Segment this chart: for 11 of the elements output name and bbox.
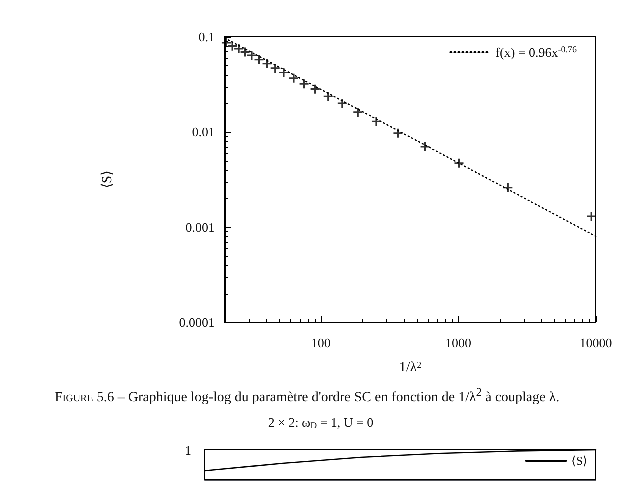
legend-label: ⟨S⟩ xyxy=(571,454,588,468)
x-tick-label: 10000 xyxy=(580,336,612,350)
y-tick-label: 0.001 xyxy=(186,220,215,235)
text: 1 xyxy=(185,443,192,458)
caption: Figure 5.6 – Graphique log-log du paramètre d'ordre SC en fonction de 1/λ$^{2}$ à couplage λ. xyxy=(55,385,561,408)
x-tick-label: 100 xyxy=(311,336,331,350)
y-tick-label: 0.01 xyxy=(192,124,215,140)
x-tick-label: 1000 xyxy=(446,336,472,350)
y-axis-title: ⟨S⟩ xyxy=(100,170,116,189)
y-tick-label: 0.1 xyxy=(198,30,215,44)
y-tick-label: 0.0001 xyxy=(179,315,215,330)
